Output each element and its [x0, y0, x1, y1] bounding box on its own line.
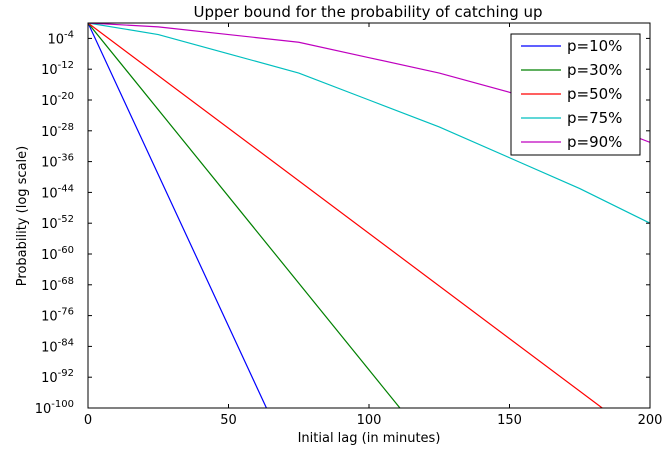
x-tick-label-5: 200 — [638, 413, 662, 428]
y-axis-label: Probability (log scale) — [15, 146, 30, 286]
legend-label-1: p=10% — [567, 37, 622, 55]
x-tick-label-2: 50 — [220, 413, 237, 428]
series-line-4 — [88, 23, 650, 224]
y-tick-label-13: 10-100 — [35, 399, 74, 417]
x-tick-label-1: 0 — [84, 413, 92, 428]
y-tick-label-5: 10-36 — [41, 153, 74, 171]
legend-label-5: p=90% — [567, 133, 622, 151]
series-layer — [88, 23, 650, 408]
x-tick-label-4: 150 — [497, 413, 522, 428]
y-tick-label-9: 10-68 — [41, 276, 74, 294]
y-tick-label-2: 10-12 — [41, 60, 74, 78]
legend-label-2: p=30% — [567, 61, 622, 79]
y-tick-label-8: 10-60 — [41, 245, 74, 263]
legend-label-4: p=75% — [567, 109, 622, 127]
y-tick-label-10: 10-76 — [41, 307, 74, 325]
y-tick-label-7: 10-52 — [41, 214, 74, 232]
x-tick-label-3: 100 — [357, 413, 382, 428]
x-axis-label: Initial lag (in minutes) — [298, 431, 441, 446]
y-tick-label-11: 10-84 — [41, 337, 74, 355]
series-line-2 — [88, 23, 401, 408]
chart-title: Upper bound for the probability of catch… — [193, 3, 542, 21]
y-tick-label-4: 10-28 — [41, 122, 74, 140]
series-line-1 — [88, 23, 267, 408]
legend-label-3: p=50% — [567, 85, 622, 103]
legend: p=10% p=30% p=50% p=75% p=90% — [510, 33, 641, 156]
y-tick-label-6: 10-44 — [41, 183, 74, 201]
series-line-3 — [88, 23, 603, 408]
y-tick-label-1: 10-4 — [47, 29, 74, 47]
ticks-layer: 0 50 100 150 200 10-4 10-12 10-20 10-28 10-36 10-4… — [35, 23, 662, 428]
y-tick-label-12: 10-92 — [41, 368, 74, 386]
y-tick-label-3: 10-20 — [41, 91, 74, 109]
